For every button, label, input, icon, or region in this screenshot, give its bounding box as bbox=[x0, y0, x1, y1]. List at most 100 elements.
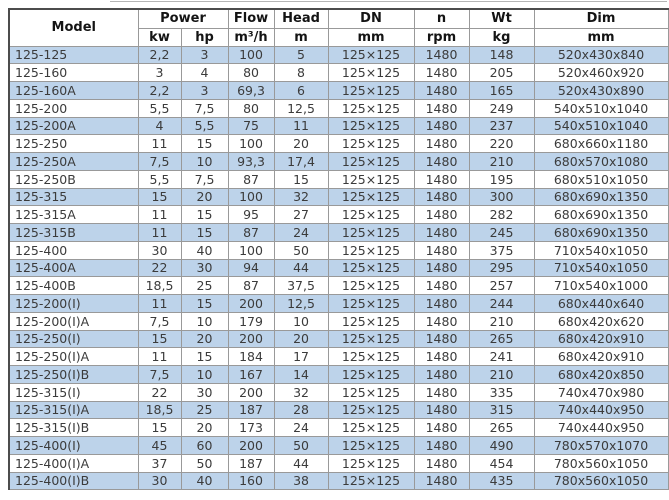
value-cell: 710x540x1050 bbox=[533, 240, 669, 260]
table-row: 125-250(I)B 7,5 10 167 14 125×125 1480 210 680x4… bbox=[8, 365, 669, 384]
value-cell: 680x510x1050 bbox=[533, 169, 669, 189]
col-header-dn-unit: mm bbox=[327, 27, 415, 47]
model-cell: 125-315(I)A bbox=[8, 400, 139, 420]
value-cell: 93,3 bbox=[227, 152, 275, 171]
table-row: 125-250A 7,5 10 93,3 17,4 125×125 1480 210 680x5… bbox=[8, 152, 669, 171]
table-header: Model Power Flow Head DN n Wt Dim kw hp … bbox=[8, 8, 669, 47]
value-cell: 1480 bbox=[413, 347, 470, 366]
value-cell: 780x560x1050 bbox=[533, 453, 669, 473]
value-cell: 20 bbox=[180, 187, 229, 207]
value-cell: 680x690x1350 bbox=[533, 223, 669, 242]
value-cell: 125×125 bbox=[327, 276, 415, 295]
value-cell: 10 bbox=[180, 311, 229, 331]
value-cell: 11 bbox=[137, 294, 182, 313]
value-cell: 1480 bbox=[413, 311, 470, 331]
value-cell: 173 bbox=[227, 418, 275, 437]
value-cell: 1480 bbox=[413, 187, 470, 207]
table-row: 125-400B 18,5 25 87 37,5 125×125 1480 257 710x54… bbox=[8, 276, 669, 295]
value-cell: 100 bbox=[227, 240, 275, 260]
value-cell: 125×125 bbox=[327, 98, 415, 118]
model-cell: 125-400(I)B bbox=[8, 471, 139, 491]
value-cell: 1480 bbox=[413, 205, 470, 224]
value-cell: 125×125 bbox=[327, 134, 415, 153]
value-cell: 30 bbox=[180, 258, 229, 278]
value-cell: 125×125 bbox=[327, 63, 415, 82]
value-cell: 125×125 bbox=[327, 81, 415, 100]
col-header-dim-unit: mm bbox=[533, 27, 669, 47]
value-cell: 18,5 bbox=[137, 400, 182, 420]
value-cell: 680x660x1180 bbox=[533, 134, 669, 153]
value-cell: 18,5 bbox=[137, 276, 182, 295]
value-cell: 165 bbox=[468, 81, 535, 100]
value-cell: 210 bbox=[468, 152, 535, 171]
table-row: 125-400(I) 45 60 200 50 125×125 1480 490 780x570… bbox=[8, 436, 669, 455]
pump-spec-table: Model Power Flow Head DN n Wt Dim kw hp … bbox=[8, 8, 669, 491]
value-cell: 1480 bbox=[413, 365, 470, 384]
table-row: 125-200A 4 5,5 75 11 125×125 1480 237 540x510x10… bbox=[8, 116, 669, 136]
value-cell: 125×125 bbox=[327, 436, 415, 455]
value-cell: 187 bbox=[227, 400, 275, 420]
col-header-head-unit: m bbox=[273, 27, 329, 47]
value-cell: 15 bbox=[137, 418, 182, 437]
value-cell: 1480 bbox=[413, 436, 470, 455]
table-row: 125-200(I)A 7,5 10 179 10 125×125 1480 210 680x4… bbox=[8, 311, 669, 331]
value-cell: 710x540x1000 bbox=[533, 276, 669, 295]
value-cell: 125×125 bbox=[327, 223, 415, 242]
col-header-wt: Wt bbox=[468, 8, 535, 29]
value-cell: 680x420x910 bbox=[533, 329, 669, 349]
value-cell: 12,5 bbox=[273, 294, 329, 313]
value-cell: 15 bbox=[137, 329, 182, 349]
value-cell: 32 bbox=[273, 187, 329, 207]
table-row: 125-315B 11 15 87 24 125×125 1480 245 680x690x13… bbox=[8, 223, 669, 242]
value-cell: 44 bbox=[273, 453, 329, 473]
value-cell: 24 bbox=[273, 418, 329, 437]
value-cell: 740x470x980 bbox=[533, 382, 669, 402]
value-cell: 257 bbox=[468, 276, 535, 295]
value-cell: 680x690x1350 bbox=[533, 205, 669, 224]
value-cell: 435 bbox=[468, 471, 535, 491]
value-cell: 15 bbox=[180, 294, 229, 313]
col-header-hp: hp bbox=[180, 27, 229, 47]
value-cell: 15 bbox=[273, 169, 329, 189]
value-cell: 125×125 bbox=[327, 294, 415, 313]
model-cell: 125-250(I)B bbox=[8, 365, 139, 384]
value-cell: 200 bbox=[227, 382, 275, 402]
value-cell: 237 bbox=[468, 116, 535, 136]
value-cell: 540x510x1040 bbox=[533, 98, 669, 118]
value-cell: 95 bbox=[227, 205, 275, 224]
value-cell: 80 bbox=[227, 98, 275, 118]
value-cell: 200 bbox=[227, 436, 275, 455]
value-cell: 7,5 bbox=[180, 169, 229, 189]
value-cell: 1480 bbox=[413, 258, 470, 278]
value-cell: 125×125 bbox=[327, 471, 415, 491]
value-cell: 315 bbox=[468, 400, 535, 420]
value-cell: 22 bbox=[137, 258, 182, 278]
value-cell: 30 bbox=[180, 382, 229, 402]
model-cell: 125-400(I)A bbox=[8, 453, 139, 473]
table-row: 125-315(I)B 15 20 173 24 125×125 1480 265 740x44… bbox=[8, 418, 669, 437]
value-cell: 10 bbox=[180, 365, 229, 384]
model-cell: 125-200(I) bbox=[8, 294, 139, 313]
cropped-row-border-artifact bbox=[110, 1, 667, 2]
value-cell: 11 bbox=[137, 223, 182, 242]
table-row: 125-400A 22 30 94 44 125×125 1480 295 710x540x10… bbox=[8, 258, 669, 278]
value-cell: 160 bbox=[227, 471, 275, 491]
value-cell: 15 bbox=[180, 134, 229, 153]
model-cell: 125-160A bbox=[8, 81, 139, 100]
value-cell: 3 bbox=[180, 81, 229, 100]
col-header-power: Power bbox=[137, 8, 229, 29]
table-row: 125-315(I) 22 30 200 32 125×125 1480 335 740x470… bbox=[8, 382, 669, 402]
value-cell: 30 bbox=[137, 471, 182, 491]
value-cell: 167 bbox=[227, 365, 275, 384]
value-cell: 195 bbox=[468, 169, 535, 189]
value-cell: 740x440x950 bbox=[533, 418, 669, 437]
value-cell: 282 bbox=[468, 205, 535, 224]
value-cell: 7,5 bbox=[137, 152, 182, 171]
table-row: 125-250(I)A 11 15 184 17 125×125 1480 241 680x42… bbox=[8, 347, 669, 366]
value-cell: 241 bbox=[468, 347, 535, 366]
value-cell: 125×125 bbox=[327, 205, 415, 224]
model-cell: 125-400B bbox=[8, 276, 139, 295]
value-cell: 680x690x1350 bbox=[533, 187, 669, 207]
value-cell: 100 bbox=[227, 187, 275, 207]
header-row-1: Model Power Flow Head DN n Wt Dim bbox=[8, 8, 669, 47]
